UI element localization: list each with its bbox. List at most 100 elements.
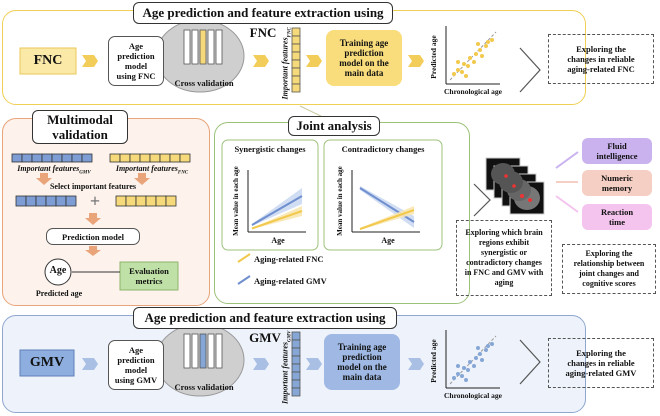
fnc-arrow-3 [306,55,322,67]
mm-select-label: Select important features [49,182,137,191]
cog-explore-l4: cognitive scores [582,279,636,288]
fnc-training-l1: Training age [339,38,389,48]
contradictory-ylabel: Mean value in each age [336,166,344,236]
fnc-model-box: Age prediction model using FNC [108,36,164,86]
joint-title: Joint analysis [288,116,380,136]
gmv-explore-l1: Exploring the [576,348,626,358]
reaction-l2: time [608,217,626,227]
mm-predicted-age: Predicted age [35,289,83,298]
joint-to-brain-arrow [473,183,491,217]
contradictory-label: Contradictory changes [341,144,425,154]
fnc-training-l2: prediction [344,48,384,58]
fnc-explore-box: Exploring the changes in reliable aging-… [548,34,654,84]
mm-gmv-label: Important featuresGMV [6,164,102,179]
synergistic-label: Synergistic changes [234,144,306,154]
cognition-explore-box: Exploring the relationship between joint… [562,244,656,294]
mm-selected-gmv [15,195,77,207]
legend-gmv-swatch [237,275,251,285]
gmv-source-box [19,349,75,377]
gmv-model-l3: model [124,365,148,375]
synergistic-ylabel: Mean value in each age [232,166,240,236]
mm-age-label: Age [49,265,67,276]
mm-fnc-label-sub: FNC [177,170,189,176]
gmv-training-text: Training age prediction model on the mai… [324,342,400,382]
fnc-source-label: FNC [33,53,63,68]
fnc-scatter-ylabel: Predicted age [429,35,438,79]
mm-down-arrow-3 [85,213,101,225]
fnc-panel-title: Age prediction and feature extraction us… [133,2,393,40]
legend-gmv-label: Aging-related GMV [254,276,327,286]
cog-explore-l3: joint changes and [578,269,639,278]
synergistic-xlabel: Age [271,236,285,245]
gmv-scatter-plot [445,330,500,389]
fluid-l2: intelligence [596,151,638,161]
mm-fnc-vector [109,153,191,163]
gmv-explore-l2: changes in reliable [567,358,635,368]
brain-explore-l3: synergistic or [481,248,527,257]
brain-explore-l4: contradictory changes [466,258,542,267]
gmv-scatter-xlabel: Chronological age [444,391,502,400]
gmv-feature-vector [291,331,301,397]
gmv-model-l4: using GMV [114,375,158,385]
fnc-explore-l1: Exploring the [576,44,626,54]
gmv-training-l4: main data [342,372,382,382]
gmv-model-box: Age prediction model using GMV [108,340,164,390]
reaction-time-box: Reaction time [582,204,652,230]
gmv-explore-l3: aging-related GMV [565,368,637,378]
gmv-model-l2: prediction [117,355,155,365]
fnc-arrow-2 [253,55,269,67]
mm-age-circle [44,258,72,286]
mm-selected-fnc [115,195,177,207]
mm-eval-label: Evaluation metrics [120,266,178,286]
fnc-arrow-4 [408,55,424,67]
gmv-arrow-4 [408,358,424,370]
fnc-features-label: Important featuresFNC [281,15,296,111]
mm-gmv-vector [11,153,93,163]
mm-gmv-label-sub: GMV [79,170,91,176]
mm-eval-box [119,261,179,291]
gmv-features-text: Important features [280,342,290,405]
fnc-training-text: Training age prediction model on the mai… [326,38,402,78]
brain-explore-l1: Exploring which brain [465,228,543,237]
fnc-feature-vector [291,27,301,93]
contradictory-plot [351,170,420,233]
fnc-training-l4: main data [344,68,384,78]
fnc-scatter-plot [445,26,500,85]
fnc-arrow-1 [82,55,98,67]
gmv-training-l1: Training age [337,342,387,352]
mm-down-arrow-1 [36,173,52,185]
multimodal-title-l2: validation [52,127,108,142]
fnc-model-l2: prediction [117,51,155,61]
multimodal-title-l1: Multimodal [47,112,113,127]
gmv-arrow-1 [82,358,98,370]
gmv-arrow-2 [253,358,269,370]
fnc-features-text: Important features [280,37,290,100]
contradictory-xlabel: Age [381,236,395,245]
fnc-explore-l2: changes in reliable [567,54,635,64]
fnc-arrow-5 [519,47,541,93]
fluid-l1: Fluid [607,141,627,151]
mm-fnc-label-text: Important features [115,164,178,173]
gmv-cv-bars [183,333,223,369]
brain-explore-l6: aging [494,278,514,287]
gmv-training-l2: prediction [342,352,382,362]
legend-fnc-label: Aging-related FNC [254,254,324,264]
mm-eval-l1: Evaluation [129,266,169,276]
fnc-training-l3: model on the [339,58,389,68]
gmv-training-l3: model on the [337,362,387,372]
mm-fnc-label: Important featuresFNC [104,164,200,179]
gmv-training-box [324,334,400,390]
cog-explore-l2: relationship between [573,259,645,268]
fnc-explore-l3: aging-related FNC [567,64,635,74]
brain-explore-l5: in FNC and GMV with [464,268,544,277]
fnc-model-l4: using FNC [116,71,156,81]
mm-down-arrow-4 [85,246,101,256]
numeric-l2: memory [601,183,633,193]
gmv-scatter-ylabel: Predicted age [429,339,438,383]
brain-explore-box: Exploring which brain regions exhibit sy… [456,220,552,296]
brain-slices [485,157,545,215]
fnc-model-l3: model [124,61,148,71]
gmv-model-l1: Age [128,345,144,355]
mm-prediction-model: Prediction model [46,228,140,245]
gmv-panel-title: Age prediction and feature extraction us… [133,307,397,345]
